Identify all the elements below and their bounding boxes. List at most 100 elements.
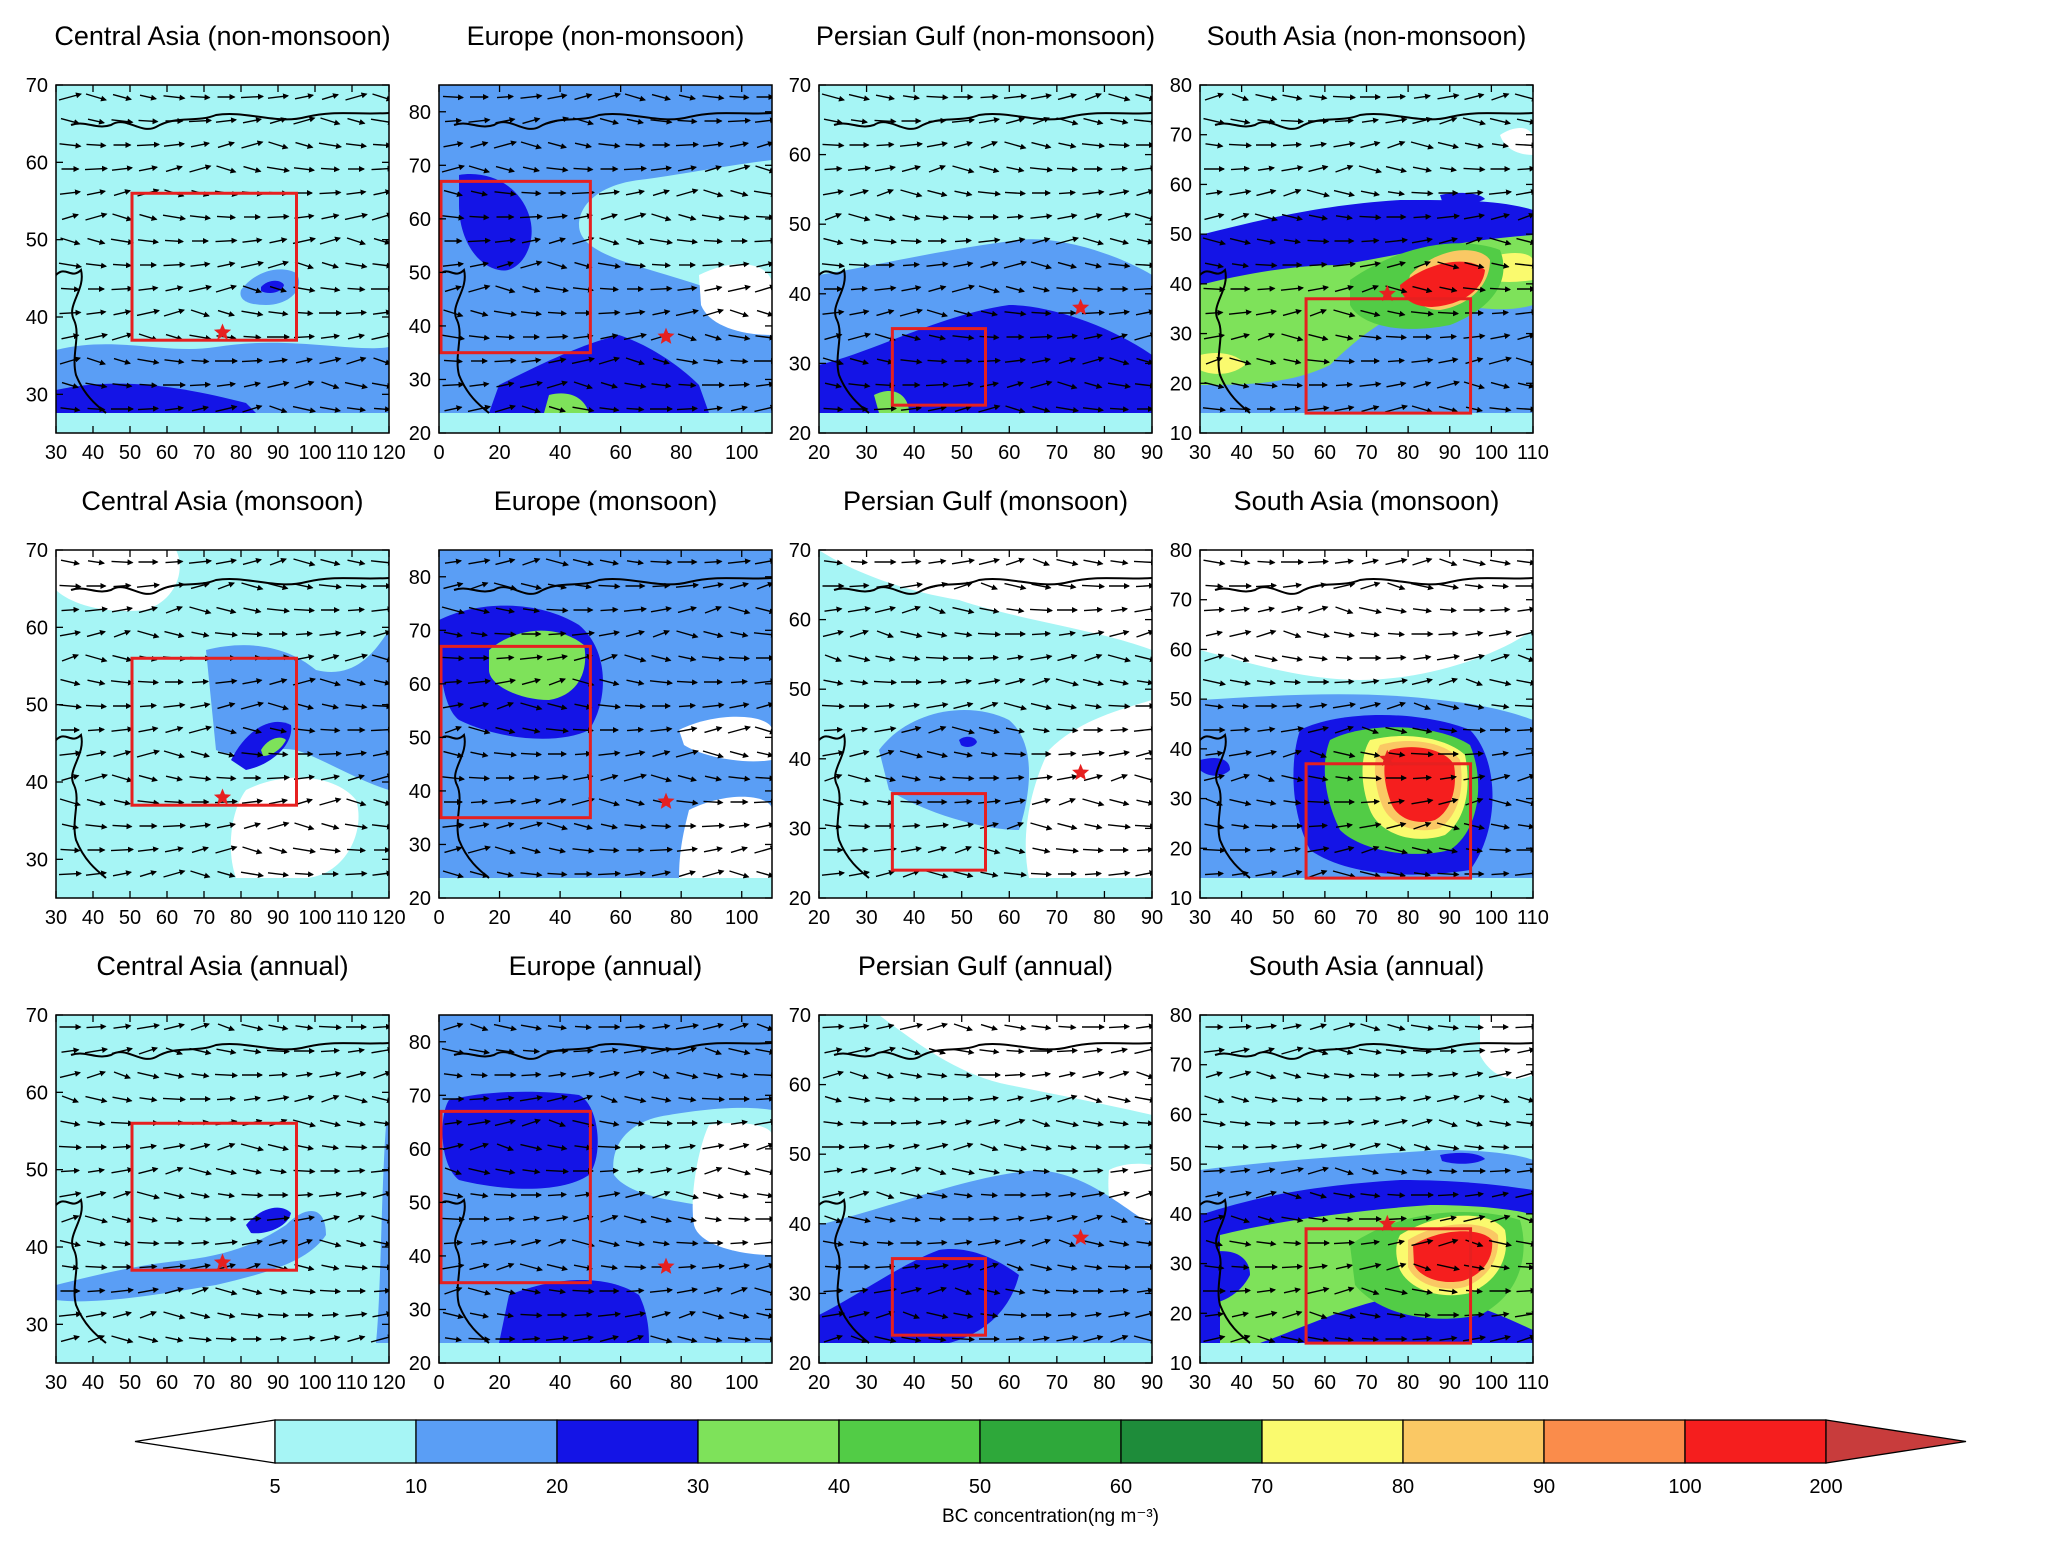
x-tick-label: 100 xyxy=(725,1372,758,1394)
wind-vector xyxy=(267,260,289,269)
x-tick-label: 40 xyxy=(903,442,925,464)
wind-vector xyxy=(112,213,133,222)
y-tick-label: 40 xyxy=(26,772,48,794)
colorbar-tick-label: 50 xyxy=(969,1476,991,1498)
wind-vector xyxy=(1082,406,1104,413)
wind-vector xyxy=(980,310,998,317)
wind-vector xyxy=(1110,118,1129,125)
wind-vector xyxy=(1081,142,1105,149)
wind-vector xyxy=(624,382,647,389)
y-tick-label: 70 xyxy=(409,155,431,177)
x-tick-label: 70 xyxy=(1355,442,1377,464)
wind-vectors xyxy=(821,92,1152,414)
y-tick-label: 50 xyxy=(789,214,811,236)
wind-vector xyxy=(84,332,108,341)
wind-vector xyxy=(113,189,131,197)
wind-vector xyxy=(165,285,184,292)
wind-vector xyxy=(1257,118,1276,125)
wind-vector xyxy=(574,93,593,101)
y-tick-label: 70 xyxy=(409,620,431,642)
wind-vector xyxy=(189,381,211,388)
wind-vector xyxy=(626,406,645,413)
wind-vector xyxy=(269,405,288,414)
x-tick-label: 50 xyxy=(1272,1372,1294,1394)
wind-vector xyxy=(85,93,107,102)
wind-vector xyxy=(1491,142,1509,149)
wind-vector xyxy=(346,356,367,365)
bc-contour-white xyxy=(692,1123,772,1255)
wind-vector xyxy=(727,117,751,124)
wind-vector xyxy=(902,261,920,268)
colorbar-segment xyxy=(274,1419,417,1464)
y-tick-label: 20 xyxy=(789,888,811,910)
wind-vector xyxy=(928,285,947,293)
colorbar-segment xyxy=(1120,1419,1263,1464)
wind-vector xyxy=(574,261,593,269)
wind-vector xyxy=(1517,212,1533,221)
map-panel: Persian Gulf (monsoon) 20 30 40 50 60 70 80 90 20… xyxy=(789,486,1163,929)
wind-vector xyxy=(1083,117,1104,126)
wind-vector xyxy=(849,357,869,366)
wind-vector xyxy=(111,118,134,125)
wind-vector xyxy=(847,165,871,172)
wind-vector xyxy=(573,166,594,173)
receptor-star-icon xyxy=(657,327,675,344)
wind-vector xyxy=(112,93,132,102)
wind-vector xyxy=(625,142,646,149)
wind-vector xyxy=(1413,213,1432,220)
colorbar-tick-label: 30 xyxy=(687,1476,709,1498)
x-tick-label: 70 xyxy=(1046,442,1068,464)
wind-vector xyxy=(60,117,80,126)
x-tick-label: 90 xyxy=(1141,1372,1163,1394)
y-tick-label: 60 xyxy=(789,1075,811,1097)
wind-vector xyxy=(728,334,751,341)
wind-vector xyxy=(215,237,238,244)
wind-vector xyxy=(676,238,698,245)
y-tick-label: 70 xyxy=(789,1005,811,1027)
wind-vector xyxy=(624,212,647,221)
wind-vector xyxy=(980,261,999,269)
wind-vector xyxy=(215,404,238,413)
wind-vector xyxy=(573,381,593,390)
wind-vector xyxy=(899,141,923,148)
wind-vector xyxy=(652,357,670,365)
wind-vector xyxy=(599,237,620,246)
wind-vector xyxy=(876,309,895,317)
x-tick-label: 120 xyxy=(372,907,405,929)
wind-vector xyxy=(1229,189,1252,196)
wind-vector xyxy=(444,117,462,124)
wind-vector xyxy=(521,190,542,197)
wind-vector xyxy=(110,238,134,245)
wind-vector xyxy=(623,332,647,341)
map-panel: Europe (non-monsoon)0 20 40 60 80 10020304050… xyxy=(409,21,773,464)
wind-vector xyxy=(1256,188,1277,197)
wind-vector xyxy=(493,310,517,317)
wind-vector xyxy=(371,332,389,341)
wind-vector xyxy=(373,357,389,366)
wind-vector xyxy=(165,333,183,341)
wind-vector xyxy=(850,285,868,292)
wind-vector xyxy=(979,165,1000,174)
x-tick-label: 70 xyxy=(1046,907,1068,929)
x-tick-label: 90 xyxy=(1439,907,1461,929)
wind-vector xyxy=(267,380,290,389)
wind-vector xyxy=(753,190,772,197)
y-tick-label: 60 xyxy=(26,1082,48,1104)
wind-vector xyxy=(1108,93,1131,102)
wind-vector xyxy=(978,285,1000,294)
x-tick-label: 80 xyxy=(670,442,692,464)
x-tick-label: 30 xyxy=(1189,907,1211,929)
bc-field-background xyxy=(56,1015,389,1363)
wind-vector xyxy=(728,164,751,173)
wind-vector xyxy=(624,262,646,269)
wind-vector xyxy=(730,358,749,365)
x-tick-label: 50 xyxy=(951,442,973,464)
colorbar-tick-label: 20 xyxy=(546,1476,568,1498)
wind-vector xyxy=(468,284,491,293)
wind-vector xyxy=(1517,165,1533,172)
wind-vector xyxy=(294,380,315,389)
x-tick-label: 60 xyxy=(156,442,178,464)
wind-vector xyxy=(900,405,922,412)
wind-vector xyxy=(902,214,921,221)
wind-vector xyxy=(137,405,159,412)
